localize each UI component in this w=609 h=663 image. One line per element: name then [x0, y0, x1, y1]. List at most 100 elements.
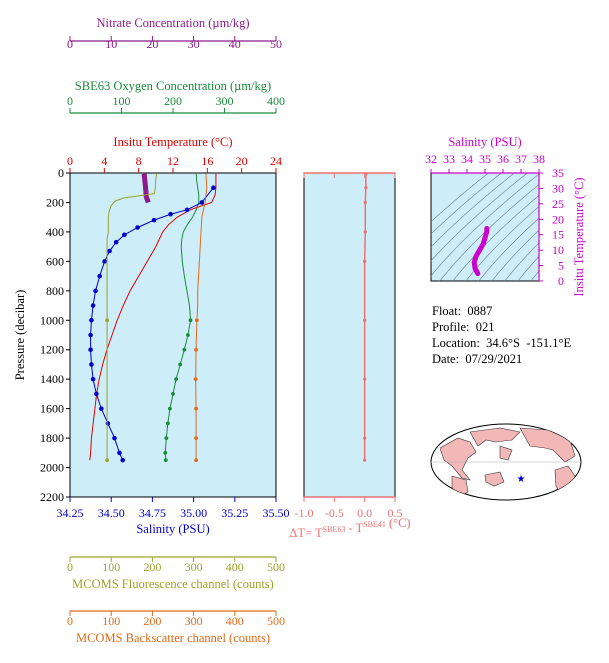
ts-temperature-tick-label: 10	[552, 243, 564, 257]
series-salinity-point	[117, 450, 122, 456]
float-location-marker: ★	[517, 474, 526, 485]
profile-plot-area	[69, 172, 277, 498]
series-salinity-point	[168, 211, 173, 217]
backscatter-tick-label: 300	[185, 614, 203, 628]
fluorescence-axis-title: MCOMS Fluorescence channel (counts)	[72, 577, 274, 591]
delta-t-title-part: (°C)	[386, 516, 411, 530]
salinity-axis-title: Salinity (PSU)	[136, 522, 209, 536]
delta-t-point	[363, 458, 367, 462]
series-oxygen-point	[163, 450, 168, 455]
nitrate-tick-label: 30	[188, 37, 200, 51]
fluorescence-tick-label: 200	[143, 560, 161, 574]
oxygen-tick-label: 300	[216, 94, 234, 108]
series-oxygen-point	[164, 436, 169, 440]
map-continent	[499, 445, 513, 461]
location-label: Location: 34.6°S -151.1°E	[432, 336, 572, 350]
delta-t-title-part: SBE41	[363, 520, 386, 529]
ts-salinity-tick-label: 32	[425, 152, 437, 166]
pressure-tick-label: 1800	[40, 431, 64, 445]
ts-temperature-tick-label: 35	[552, 166, 564, 180]
salinity-tick-label: 35.25	[221, 506, 248, 520]
pressure-tick-label: 1600	[40, 402, 64, 416]
delta-t-point	[363, 200, 367, 205]
delta-t-point	[363, 377, 367, 381]
series-salinity-point	[199, 200, 205, 205]
series-salinity-point	[97, 273, 102, 279]
nitrate-tick-label: 50	[270, 37, 282, 51]
delta-t-tick-label: -0.5	[325, 506, 344, 520]
oxygen-tick-label: 0	[67, 94, 73, 108]
temperature-tick-label: 12	[167, 154, 179, 168]
series-salinity-point	[120, 457, 126, 463]
series-backscatter-point	[194, 436, 198, 440]
ts-salinity-tick-label: 33	[443, 152, 455, 166]
salinity-tick-label: 34.50	[98, 506, 125, 520]
oxygen-tick-label: 400	[267, 94, 285, 108]
ts-salinity-tick-label: 38	[533, 152, 545, 166]
pressure-tick-label: 1400	[40, 372, 64, 386]
fluorescence-tick-label: 300	[185, 560, 203, 574]
series-backscatter-point	[194, 347, 198, 352]
series-temperature-line	[89, 173, 217, 461]
backscatter-axis-title: MCOMS Backscatter channel (counts)	[76, 631, 270, 645]
ts-density-contour	[452, 194, 539, 281]
ts-profile-line	[471, 226, 490, 277]
oxygen-axis-title: SBE63 Oxygen Concentration (µm/kg)	[75, 79, 271, 93]
series-oxygen-point	[186, 333, 190, 337]
pressure-tick-label: 600	[46, 254, 64, 268]
ts-salinity-axis-title: Salinity (PSU)	[448, 135, 521, 149]
pressure-tick-label: 0	[58, 166, 64, 180]
ts-temperature-tick-label: 20	[552, 212, 564, 226]
series-oxygen-point	[178, 362, 183, 367]
nitrate-axis-title: Nitrate Concentration (µm/kg)	[97, 16, 250, 30]
series-salinity-point	[90, 303, 96, 308]
series-salinity-point	[113, 239, 119, 245]
delta-t-tick-label: 0.5	[388, 506, 403, 520]
pressure-tick-label: 200	[46, 195, 64, 209]
delta-t-point	[363, 436, 367, 440]
series-oxygen-point	[171, 392, 175, 396]
map-continent	[439, 437, 477, 481]
series-oxygen-point	[174, 377, 178, 382]
temperature-tick-label: 0	[67, 154, 73, 168]
series-backscatter-point	[194, 406, 198, 411]
backscatter-tick-label: 400	[226, 614, 244, 628]
oxygen-tick-label: 200	[164, 94, 182, 108]
float-label: Float: 0887	[432, 304, 493, 318]
map-continent	[484, 471, 505, 487]
series-salinity-point	[122, 232, 127, 238]
temperature-tick-label: 16	[201, 154, 213, 168]
series-oxygen-point	[163, 458, 168, 463]
series-oxygen-point	[182, 347, 187, 352]
ts-temperature-axis-title: Insitu Temperature (°C)	[572, 177, 586, 296]
delta-t-point	[363, 230, 367, 234]
ts-density-contour	[431, 173, 528, 262]
series-salinity-point	[90, 376, 96, 382]
series-fluorescence-point	[105, 318, 109, 323]
series-oxygen-point	[165, 421, 170, 426]
backscatter-tick-label: 100	[102, 614, 120, 628]
temperature-tick-label: 4	[101, 154, 107, 168]
series-salinity-point	[99, 406, 104, 411]
series-salinity-point	[184, 207, 190, 213]
series-oxygen-point	[168, 406, 172, 411]
ts-density-contour	[431, 173, 502, 235]
series-backscatter-point	[193, 377, 198, 382]
series-nitrate-line	[141, 173, 151, 204]
series-salinity-point	[93, 288, 98, 294]
backscatter-tick-label: 200	[143, 614, 161, 628]
ts-density-contour	[504, 242, 539, 281]
fluorescence-tick-label: 400	[226, 560, 244, 574]
ts-density-contour	[431, 173, 489, 223]
ts-temperature-tick-label: 15	[552, 228, 564, 242]
fluorescence-tick-label: 0	[67, 560, 73, 574]
ts-salinity-tick-label: 35	[479, 152, 491, 166]
delta-t-title-part: - T	[345, 521, 363, 535]
series-fluorescence-line	[106, 173, 158, 461]
delta-t-plot-area	[303, 172, 396, 498]
ts-density-contour	[431, 173, 539, 277]
fluorescence-tick-label: 500	[267, 560, 285, 574]
pressure-axis-title: Pressure (decibar)	[13, 290, 27, 381]
series-salinity-point	[211, 185, 216, 191]
